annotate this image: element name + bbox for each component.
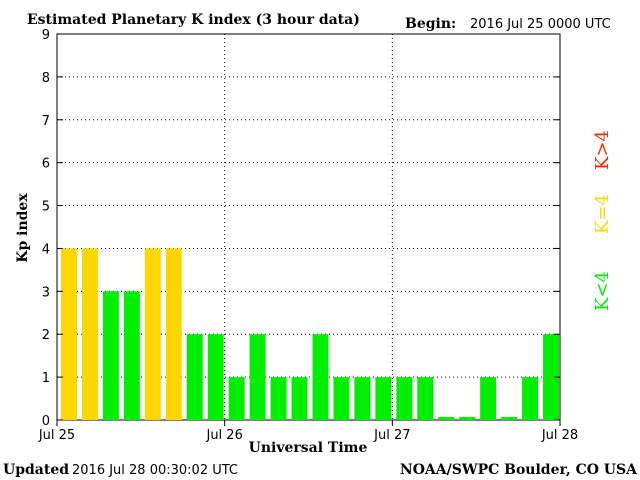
kp-bar [228,377,245,420]
x-tick-label: Jul 26 [205,428,242,443]
y-tick-label: 9 [42,28,50,43]
footer-source: NOAA/SWPC Boulder, CO USA [400,462,638,478]
updated-label: Updated [3,462,69,478]
plot-area [56,33,561,421]
kp-bar [61,248,77,420]
y-tick-label: 6 [42,157,50,172]
kp-bar [501,416,518,420]
kp-bar [123,291,140,420]
y-tick-label: 8 [42,71,50,86]
kp-bar [333,377,350,420]
y-tick-label: 0 [42,414,50,429]
x-tick-label: Jul 25 [38,428,75,443]
kp-bar [291,377,308,420]
y-tick-label: 7 [42,114,50,129]
kp-bar [459,416,476,420]
kp-bar [81,248,98,420]
y-axis: 0 1 2 3 4 5 6 7 8 9 [42,28,560,429]
kp-bar [102,291,119,420]
kp-bar [249,334,266,420]
legend-mid: K=4 [592,194,613,234]
y-tick-label: 3 [42,285,50,300]
kp-bar [417,377,434,420]
chart-title: Estimated Planetary K index (3 hour data… [27,12,360,28]
kp-bar [438,416,455,420]
begin-label: Begin: [405,16,456,32]
legend-high: K>4 [592,130,613,170]
y-tick-label: 2 [42,328,50,343]
kp-bar [165,248,182,420]
kp-bar [270,377,287,420]
y-tick-label: 1 [42,371,50,386]
kp-bar [396,377,413,420]
x-axis-label: Universal Time [249,440,368,456]
legend-low: K<4 [592,271,613,311]
updated-value: 2016 Jul 28 00:30:02 UTC [72,463,238,478]
y-tick-label: 5 [42,200,50,215]
kp-bar [144,248,161,420]
kp-bar [480,377,497,420]
y-tick-label: 4 [42,242,50,257]
grid-lines [57,34,560,420]
kp-bar [543,334,559,420]
kp-bar [207,334,224,420]
kp-bar [312,334,329,420]
kp-bar [522,377,539,420]
y-axis-label: Kp index [15,193,31,263]
kp-bar [186,334,203,420]
kp-bar [375,377,392,420]
begin-value: 2016 Jul 25 0000 UTC [470,17,611,32]
bars-group [61,248,559,420]
kp-bar [354,377,371,420]
x-axis: Jul 25 Jul 26 Jul 27 Jul 28 [38,420,578,443]
x-tick-label: Jul 27 [373,428,410,443]
x-tick-label: Jul 28 [541,428,578,443]
